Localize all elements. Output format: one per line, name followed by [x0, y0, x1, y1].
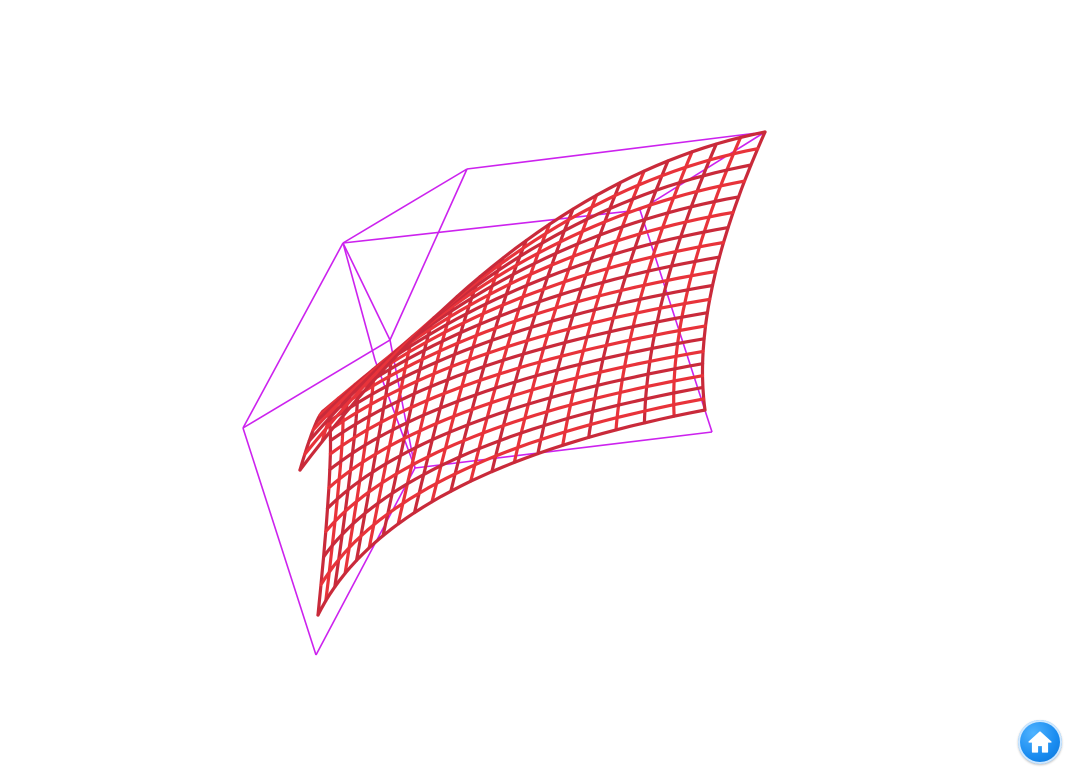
mesh-line-v: [328, 297, 712, 432]
mesh-line-v: [327, 349, 705, 490]
mesh-line-v: [328, 324, 708, 456]
home-icon: [1028, 731, 1052, 753]
mesh-line-v: [298, 130, 767, 472]
cage-edge: [342, 242, 376, 361]
mesh-line-v: [324, 374, 705, 533]
cage-edge: [242, 339, 391, 429]
cage-edge: [414, 431, 713, 469]
mesh-line-v: [322, 385, 705, 559]
mesh-line-v: [316, 408, 707, 617]
mesh-line-v: [326, 269, 718, 417]
cage-edge: [342, 209, 641, 244]
home-button[interactable]: [1018, 720, 1062, 764]
mesh-line-v: [303, 147, 760, 456]
cage-edge: [639, 131, 766, 211]
mesh-line-v: [327, 283, 715, 423]
cage-edge: [466, 131, 766, 170]
mesh-line-v: [328, 337, 706, 472]
bezier-surface-mesh: [298, 130, 767, 617]
cage-edge: [342, 242, 391, 341]
mesh-line-v: [319, 397, 706, 587]
mesh-line-v: [307, 163, 753, 443]
cage-edge: [315, 467, 416, 656]
cage-edge: [242, 427, 317, 656]
mesh-line-v: [328, 311, 709, 443]
cage-edge: [342, 168, 468, 244]
mesh-line-v: [325, 362, 705, 510]
cage-edge: [389, 168, 468, 341]
cage-edge: [639, 209, 713, 433]
cage-edge: [242, 242, 344, 429]
